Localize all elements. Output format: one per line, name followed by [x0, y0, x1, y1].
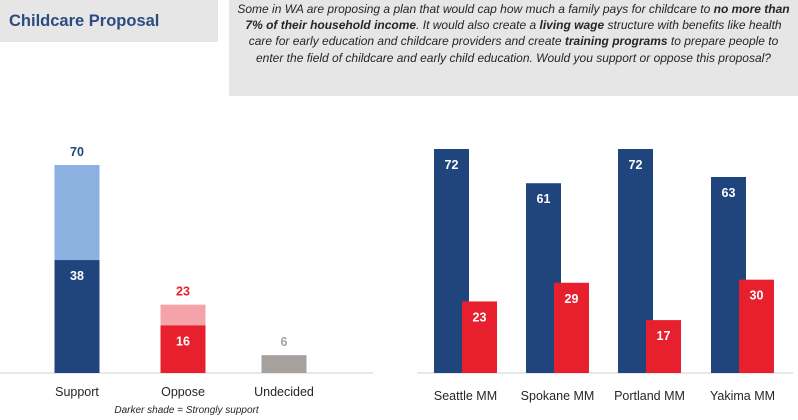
category-label: Oppose — [161, 385, 205, 399]
data-label: 72 — [445, 158, 459, 172]
bar-oppose — [462, 301, 497, 373]
market-label: Spokane MM — [521, 389, 595, 403]
title-box: Childcare Proposal — [0, 0, 218, 42]
data-label: 30 — [750, 289, 764, 303]
category-label: Support — [55, 385, 99, 399]
data-label: 72 — [629, 158, 643, 172]
bar-strong-support — [54, 260, 100, 373]
data-label: 23 — [473, 310, 487, 324]
data-label-total: 6 — [281, 335, 288, 349]
bar-oppose — [554, 282, 589, 373]
question-emphasis: training programs — [564, 34, 668, 49]
bar-strong-oppose — [160, 325, 206, 373]
data-label-total: 70 — [70, 145, 84, 159]
bar-oppose — [739, 279, 774, 373]
market-label: Portland MM — [614, 389, 685, 403]
data-label: 61 — [537, 192, 551, 206]
question-segment: Some in WA are proposing a plan that wou… — [237, 2, 714, 16]
question-segment: structure with benefits like health care… — [248, 18, 782, 49]
market-label: Yakima MM — [710, 389, 775, 403]
market-label: Seattle MM — [434, 389, 497, 403]
category-label: Undecided — [254, 385, 314, 399]
data-label: 63 — [722, 186, 736, 200]
page-title: Childcare Proposal — [9, 11, 160, 30]
data-label-strong: 16 — [176, 334, 190, 348]
data-label-total: 23 — [176, 285, 190, 299]
question-text: Some in WA are proposing a plan that wou… — [229, 0, 798, 96]
question-emphasis: living wage — [539, 18, 605, 33]
data-label-strong: 38 — [70, 269, 84, 283]
bar-total-undecided — [261, 355, 307, 373]
data-label: 17 — [657, 329, 671, 343]
question-emphasis: no more than 7% of their household incom… — [245, 2, 790, 33]
question-segment: to prepare people to enter the field of … — [256, 34, 779, 65]
question-segment: . It would also create a — [416, 18, 540, 33]
data-label: 29 — [565, 292, 579, 306]
footnote: Darker shade = Strongly support — [114, 405, 259, 416]
bar-oppose — [646, 320, 681, 373]
